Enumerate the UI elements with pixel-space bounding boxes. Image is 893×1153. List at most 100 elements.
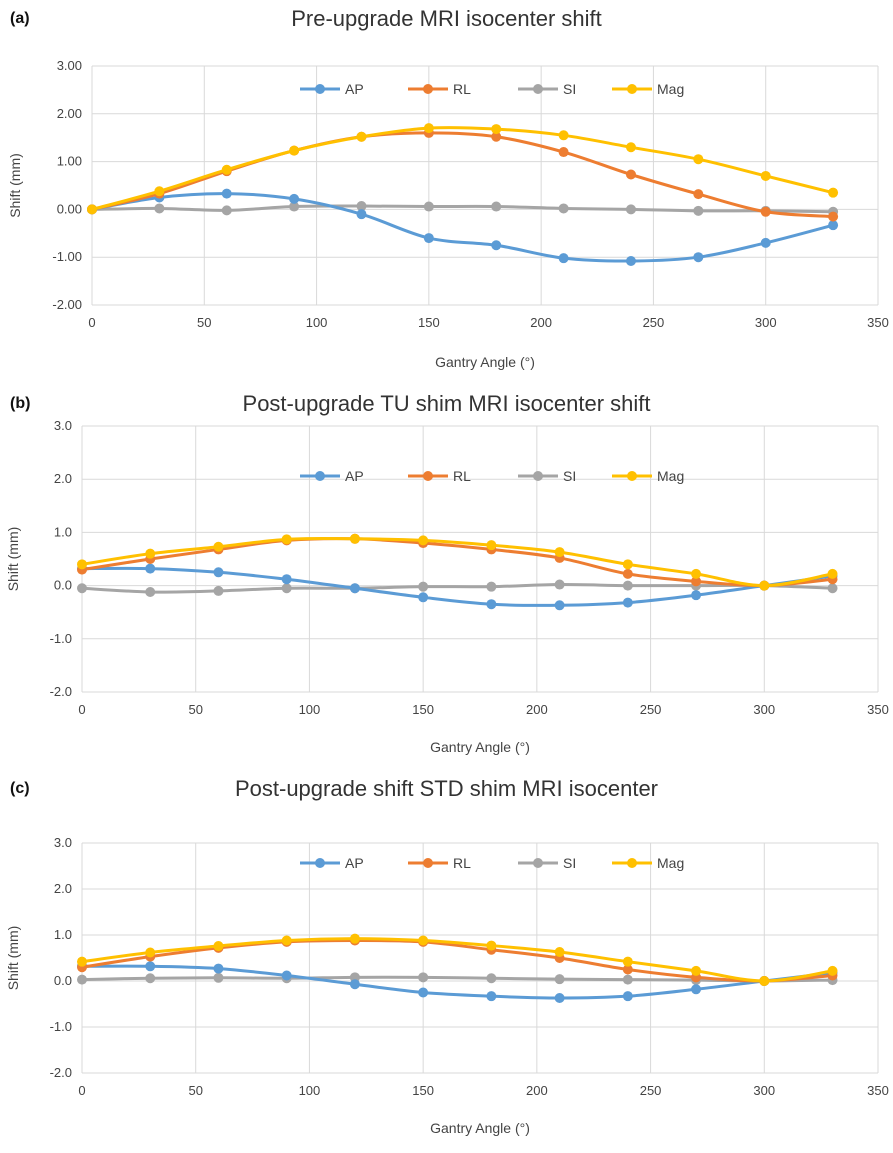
y-tick-label: 0.0 xyxy=(54,578,72,593)
y-tick-label: -2.00 xyxy=(52,297,82,312)
legend-item-si: SI xyxy=(518,468,576,484)
x-tick-label: 100 xyxy=(306,315,328,330)
line-chart-c: -2.0 -1.0 0.0 1.0 2.0 3.0 0 50 100 150 200 250 300 35… xyxy=(5,835,889,1136)
data-point-mag xyxy=(759,580,770,591)
chart-panel-b: (b) Post-upgrade TU shim MRI isocenter s… xyxy=(0,385,893,770)
y-axis-title: Shift (mm) xyxy=(5,527,21,592)
series-line-mag xyxy=(80,536,835,588)
data-point-rl xyxy=(693,189,704,200)
data-point-ap xyxy=(691,590,702,601)
legend-label: RL xyxy=(453,855,471,871)
data-point-ap xyxy=(691,984,702,995)
legend-item-mag: Mag xyxy=(612,855,684,871)
legend-label: Mag xyxy=(657,81,684,97)
data-point-ap xyxy=(213,567,224,578)
data-point-mag xyxy=(554,947,565,958)
data-point-si xyxy=(77,583,87,594)
data-point-mag xyxy=(554,547,565,558)
data-point-mag xyxy=(486,940,497,951)
panel-label: (b) xyxy=(10,395,31,412)
x-tick-label: 50 xyxy=(188,1083,202,1098)
chart-title: Pre-upgrade MRI isocenter shift xyxy=(291,6,602,31)
data-point-si xyxy=(356,201,367,212)
y-tick-label: -2.0 xyxy=(50,684,72,699)
legend-item-ap: AP xyxy=(300,81,364,97)
data-point-si xyxy=(145,586,156,597)
x-tick-label: 300 xyxy=(753,1083,775,1098)
data-point-mag xyxy=(828,187,839,198)
y-tick-label: 3.00 xyxy=(57,58,82,73)
y-tick-label: 1.0 xyxy=(54,524,72,539)
data-point-mag xyxy=(558,130,569,141)
x-tick-label: 50 xyxy=(188,702,202,717)
y-tick-label: -1.0 xyxy=(50,631,72,646)
legend-label: Mag xyxy=(657,855,684,871)
x-tick-label: 350 xyxy=(867,1083,889,1098)
data-point-mag xyxy=(691,568,702,579)
data-point-mag xyxy=(221,164,232,175)
x-tick-label: 0 xyxy=(88,315,95,330)
y-tick-label: 2.00 xyxy=(57,106,82,121)
data-point-mag xyxy=(356,131,367,142)
data-point-rl xyxy=(622,964,633,975)
x-tick-label: 300 xyxy=(753,702,775,717)
legend-item-mag: Mag xyxy=(612,81,684,97)
legend-label: AP xyxy=(345,81,364,97)
y-tick-label: 0.0 xyxy=(54,973,72,988)
data-point-si xyxy=(418,581,429,592)
data-point-ap xyxy=(486,599,497,610)
data-point-mag xyxy=(423,123,434,134)
data-point-mag xyxy=(349,933,360,944)
x-axis-title: Gantry Angle (°) xyxy=(430,739,530,755)
series-line-si xyxy=(90,204,835,214)
data-point-mag xyxy=(281,534,292,545)
data-point-mag xyxy=(622,559,633,570)
x-tick-label: 200 xyxy=(526,702,548,717)
y-axis-title: Shift (mm) xyxy=(5,926,21,991)
x-tick-label: 0 xyxy=(78,702,85,717)
x-tick-label: 100 xyxy=(299,1083,321,1098)
series-line-rl xyxy=(90,131,835,219)
data-point-si xyxy=(622,580,633,591)
data-point-ap xyxy=(558,253,569,264)
data-point-ap xyxy=(622,991,633,1002)
data-point-mag xyxy=(87,204,97,215)
y-tick-label: 1.00 xyxy=(57,154,82,169)
data-point-mag xyxy=(760,170,771,181)
data-point-mag xyxy=(622,956,633,967)
data-point-ap xyxy=(356,209,367,220)
data-point-mag xyxy=(213,541,224,552)
data-point-ap xyxy=(486,991,497,1002)
data-point-ap xyxy=(554,600,565,611)
legend-item-mag: Mag xyxy=(612,468,684,484)
data-point-rl xyxy=(491,131,502,142)
data-point-rl xyxy=(622,568,633,579)
data-point-rl xyxy=(625,169,636,180)
y-axis-title: Shift (mm) xyxy=(7,153,23,218)
chart-panel-c: (c) Post-upgrade shift STD shim MRI isoc… xyxy=(0,770,893,1153)
panel-label: (a) xyxy=(10,10,30,27)
data-point-mag xyxy=(349,533,360,544)
data-point-mag xyxy=(145,548,156,559)
data-point-ap xyxy=(145,961,156,972)
legend-label: Mag xyxy=(657,468,684,484)
data-point-mag xyxy=(154,186,165,197)
data-point-ap xyxy=(418,987,429,998)
x-tick-label: 350 xyxy=(867,315,889,330)
legend-item-rl: RL xyxy=(408,468,471,484)
data-point-ap xyxy=(145,563,156,574)
legend-item-si: SI xyxy=(518,855,576,871)
data-point-mag xyxy=(486,540,497,551)
legend-label: AP xyxy=(345,855,364,871)
data-point-ap xyxy=(221,188,232,199)
data-point-si xyxy=(491,201,502,212)
x-tick-label: 0 xyxy=(78,1083,85,1098)
x-tick-label: 350 xyxy=(867,702,889,717)
data-point-mag xyxy=(418,535,429,546)
x-tick-label: 150 xyxy=(418,315,440,330)
x-tick-label: 150 xyxy=(412,702,434,717)
y-tick-label: -1.0 xyxy=(50,1019,72,1034)
data-point-mag xyxy=(625,142,636,153)
data-point-rl xyxy=(558,147,569,158)
x-tick-label: 300 xyxy=(755,315,777,330)
